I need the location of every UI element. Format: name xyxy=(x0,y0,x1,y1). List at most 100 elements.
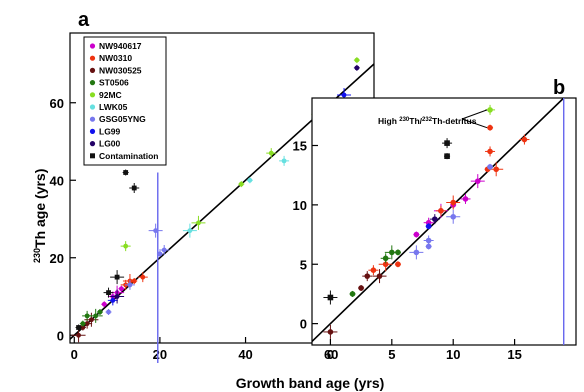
legend-marker xyxy=(89,116,96,122)
panel-b-point-nw0310 xyxy=(521,136,528,143)
ylabel-main: Th age (yrs) xyxy=(32,169,48,248)
panel-b-frame xyxy=(311,97,577,346)
panel-b-point-lg99 xyxy=(425,223,432,230)
panel-b-xtick-label: 0 xyxy=(327,347,334,362)
annotation-arrow xyxy=(461,109,488,120)
panel-b-letter: b xyxy=(553,77,565,99)
annotation-sup-2: 232 xyxy=(422,117,433,123)
panel-a-point-nw030525 xyxy=(76,332,81,338)
panel-a-point-gsg05yng xyxy=(161,247,167,253)
legend-items: NW940617 NW0310 NW030525 ST0506 92MC LWK05 GSG… xyxy=(89,41,159,161)
panel-b-point-gsg05yng xyxy=(487,164,493,170)
panel-a-ylabel: 230Th age (yrs) xyxy=(32,169,48,263)
legend-marker xyxy=(89,128,96,134)
panel-b-point-nw940617 xyxy=(474,178,481,184)
panel-a-xtick-label: 20 xyxy=(153,347,167,362)
panel-a-ytick-label: 60 xyxy=(50,96,64,111)
legend-box xyxy=(83,36,167,166)
panel-a-point-92mc xyxy=(354,57,360,63)
panel-b-xtick-label: 15 xyxy=(507,347,521,362)
panel-a-point-contamination xyxy=(114,274,120,280)
panel-a-point-lwk05 xyxy=(187,228,193,234)
panel-b-point-st0506 xyxy=(382,255,389,262)
panel-b-point-nw0310 xyxy=(493,166,499,173)
panel-a-xtick-label: 40 xyxy=(238,347,252,362)
panel-b-point-nw0310 xyxy=(450,199,457,206)
panel-a-point-92mc xyxy=(123,243,129,249)
panel-a-point-nw030525 xyxy=(84,321,90,327)
annotation-text-2: Th/ xyxy=(409,116,422,126)
panel-a-xtick-label: 60 xyxy=(324,347,338,362)
legend-marker xyxy=(89,141,96,147)
legend-marker xyxy=(89,104,96,110)
panel-a-point-lwk05 xyxy=(247,177,253,183)
panel-a-point-nw0310 xyxy=(140,274,146,280)
panel-b-ytick-label: 15 xyxy=(293,139,307,154)
legend-label: ST0506 xyxy=(99,78,129,88)
legend-label: Contamination xyxy=(99,151,159,161)
panel-a-point-gsg05yng xyxy=(127,282,133,288)
x-axis-title: Growth band age (yrs) xyxy=(236,375,385,391)
panel-b-point-gsg05yng xyxy=(413,249,420,256)
panel-b-point-nw940617 xyxy=(462,196,469,202)
legend-label: LG99 xyxy=(99,126,121,136)
panel-a-point-gsg05yng xyxy=(157,251,163,257)
panel-b-data-points xyxy=(323,98,565,345)
panel-b-point-nw0310 xyxy=(487,124,493,131)
panel-a-xtick-label: 0 xyxy=(71,347,78,362)
panel-b-point-nw030525 xyxy=(358,285,364,291)
panel-a-point-st0506 xyxy=(80,321,86,327)
panel-a-point-92mc xyxy=(238,181,244,187)
legend-marker xyxy=(90,153,95,159)
panel-b-point-st0506 xyxy=(349,291,356,297)
panel-a-point-nw940617 xyxy=(101,301,107,307)
annotation-arrows xyxy=(461,109,488,129)
panel-b-point-nw0310 xyxy=(395,261,401,268)
legend-marker xyxy=(89,80,96,86)
panel-b-ytick-label: 10 xyxy=(293,198,307,213)
panel-a-ytick-label: 40 xyxy=(50,173,64,188)
panel-a-point-nw030525 xyxy=(80,325,86,330)
legend-label: NW940617 xyxy=(99,41,142,51)
panel-a-point-lg99 xyxy=(110,297,116,303)
panel-b-point-st0506 xyxy=(389,249,395,256)
panel-b-point-nw030525 xyxy=(364,273,371,279)
panel-b-ticks: 0 5 10 15 0 5 10 15 xyxy=(293,139,522,363)
panel-a-point-lwk05 xyxy=(281,158,287,164)
panel-b-point-st0506 xyxy=(395,249,401,256)
panel-a-point-st0506 xyxy=(84,313,90,319)
panel-a-point-92mc xyxy=(268,150,274,156)
panel-b-point-nw0310 xyxy=(382,261,389,268)
panel-a-point-contamination xyxy=(123,170,129,175)
panel-a-point-st0506 xyxy=(97,309,103,315)
legend-label: LG00 xyxy=(99,139,121,149)
panel-b-point-contamination xyxy=(444,140,450,146)
panel-b-point-lg00 xyxy=(431,216,438,222)
panel-a-point-nw0310 xyxy=(131,278,137,284)
panel-b-xtick-label: 10 xyxy=(446,347,460,362)
panel-b-point-contamination xyxy=(444,153,450,159)
panel-b-point-92mc xyxy=(487,107,493,113)
panel-b-ytick-label: 5 xyxy=(300,257,307,272)
panel-a-point-lg00 xyxy=(114,294,120,299)
panel-b-point-nw030525 xyxy=(327,329,334,335)
panel-b-xtick-label: 5 xyxy=(388,347,395,362)
panel-a-point-gsg05yng xyxy=(106,309,111,315)
panel-a-point-contamination xyxy=(76,325,81,330)
legend-label: NW030525 xyxy=(99,65,142,75)
annotation-text-3: Th-detritus xyxy=(432,116,477,126)
ylabel-superscript: 230 xyxy=(32,248,42,263)
legend: NW940617 NW0310 NW030525 ST0506 92MC LWK05 GSG… xyxy=(83,36,167,166)
panel-b-point-gsg05yng xyxy=(425,243,432,250)
annotation-sup-1: 230 xyxy=(399,117,410,123)
annotation-text-1: High xyxy=(378,116,399,126)
panel-b-one-to-one-line xyxy=(311,97,565,343)
panel-a-point-contamination xyxy=(131,185,137,191)
panel-b-ytick-label: 0 xyxy=(300,317,307,332)
legend-marker xyxy=(89,92,96,98)
legend-label: LWK05 xyxy=(99,102,128,112)
panel-b-point-gsg05yng xyxy=(425,237,432,244)
panel-a-point-lg00 xyxy=(354,65,360,71)
panel-a-point-nw940617 xyxy=(118,286,124,292)
